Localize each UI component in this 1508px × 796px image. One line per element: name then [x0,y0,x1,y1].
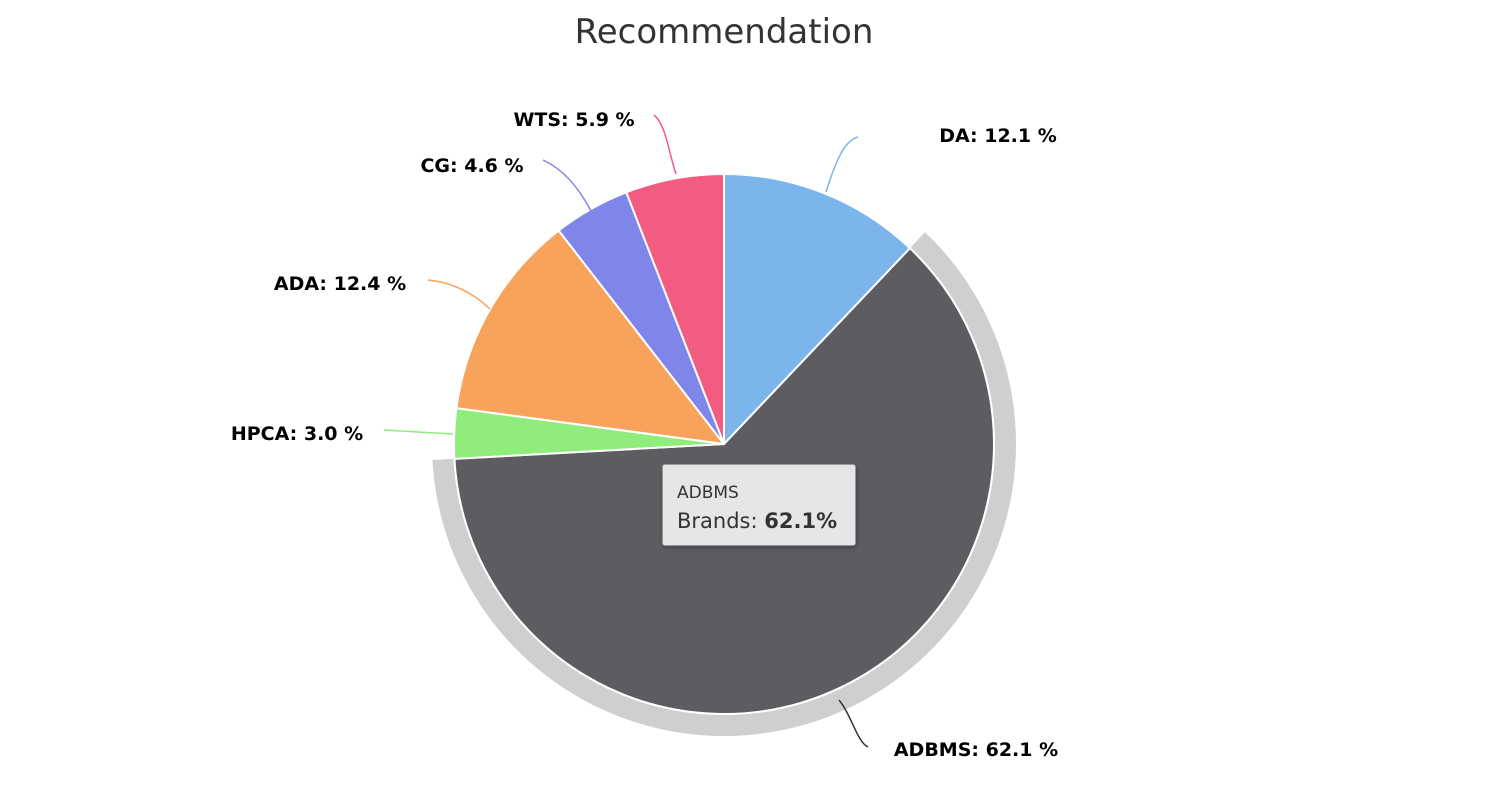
data-label-adbms: ADBMS: 62.1 % [894,739,1058,761]
data-label-hpca: HPCA: 3.0 % [231,423,363,445]
pie-slice-da[interactable] [723,173,911,445]
tooltip-label: Brands: [677,509,765,533]
tooltip-value: 62.1% [764,509,838,533]
data-label-wts: WTS: 5.9 % [513,109,634,131]
pie-slice-ada[interactable] [455,229,725,445]
tooltip: ADBMS Brands: 62.1% [662,464,856,546]
chart-title: Recommendation [574,12,874,52]
label-connectors [383,114,869,748]
connector-adbms [838,699,869,748]
data-label-cg: CG: 4.6 % [420,155,523,177]
connector-ada [427,279,491,310]
pie-slices [453,173,995,715]
connector-wts [653,114,677,175]
data-label-ada: ADA: 12.4 % [274,273,406,295]
data-labels: DA: 12.1 % ADBMS: 62.1 % HPCA: 3.0 % ADA: 1… [231,109,1058,761]
tooltip-series-name: ADBMS [677,483,739,503]
connector-cg [542,159,592,212]
connector-da [825,136,859,193]
halo-adbms [432,232,1017,736]
data-label-da: DA: 12.1 % [939,125,1057,147]
selected-slice-halo [432,232,1017,736]
connector-hpca [383,429,454,435]
tooltip-value-line: Brands: 62.1% [677,509,855,533]
pie-slice-wts[interactable] [625,173,725,445]
